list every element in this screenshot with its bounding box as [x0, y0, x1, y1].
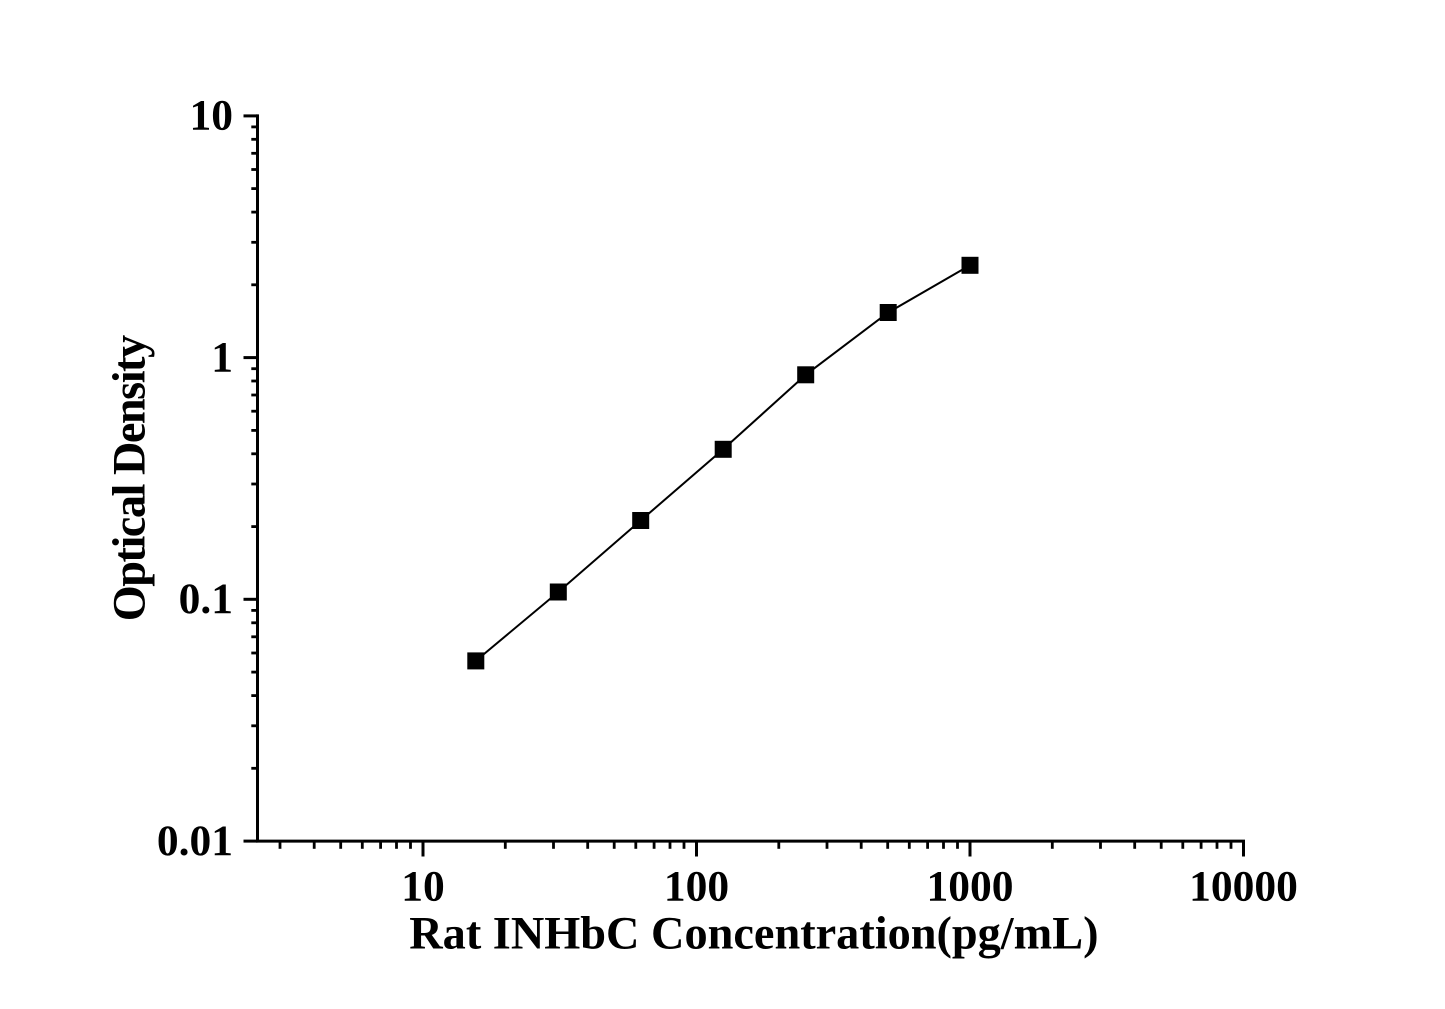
- svg-text:1000: 1000: [927, 862, 1014, 910]
- svg-text:10000: 10000: [1189, 862, 1298, 910]
- svg-text:0.1: 0.1: [179, 575, 233, 623]
- svg-text:100: 100: [664, 862, 729, 910]
- svg-text:0.01: 0.01: [157, 817, 233, 865]
- svg-text:10: 10: [190, 92, 234, 140]
- svg-text:Rat INHbC Concentration(pg/mL): Rat INHbC Concentration(pg/mL): [409, 909, 1098, 960]
- svg-text:1: 1: [211, 333, 233, 381]
- svg-text:10: 10: [401, 862, 445, 910]
- svg-text:Optical Density: Optical Density: [104, 335, 155, 621]
